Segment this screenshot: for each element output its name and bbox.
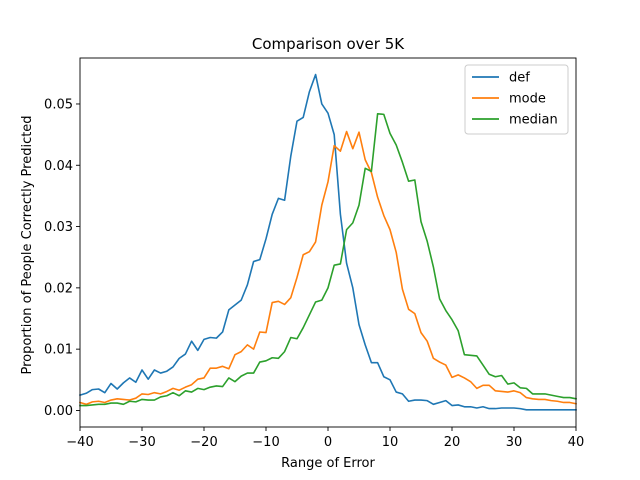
x-tick-label: 20 <box>444 435 461 450</box>
chart-title: Comparison over 5K <box>252 35 405 53</box>
x-tick-label: 40 <box>568 435 585 450</box>
y-tick-label: 0.03 <box>44 220 73 235</box>
legend-label-mode: mode <box>509 92 546 107</box>
x-tick-label: 10 <box>382 435 399 450</box>
legend: def mode median <box>464 64 569 135</box>
series-line-median <box>79 112 577 407</box>
legend-box <box>464 64 569 135</box>
legend-label-def: def <box>509 71 530 86</box>
x-axis-title: Range of Error <box>281 456 375 471</box>
x-tick-label: 30 <box>506 435 523 450</box>
y-tick-label: 0.02 <box>44 281 73 296</box>
y-tick-label: 0.04 <box>44 159 73 174</box>
x-tick-label: 0 <box>324 435 332 450</box>
y-tick-label: 0.00 <box>44 404 73 419</box>
plot-area: −40 −30 −20 −10 0 10 20 30 40 0.00 0.01 0.02 0.03 0.0… <box>44 57 585 450</box>
legend-label-median: median <box>509 113 558 128</box>
series-line-def <box>79 73 577 411</box>
x-tick-label: −30 <box>128 435 155 450</box>
y-tick-label: 0.05 <box>44 97 73 112</box>
y-tick-label: 0.01 <box>44 343 73 358</box>
x-tick-label: −20 <box>190 435 217 450</box>
x-tick-label: −40 <box>66 435 93 450</box>
y-axis-title: Proportion of People Correctly Predicted <box>20 115 35 374</box>
x-tick-label: −10 <box>252 435 279 450</box>
series-line-mode <box>79 130 577 406</box>
